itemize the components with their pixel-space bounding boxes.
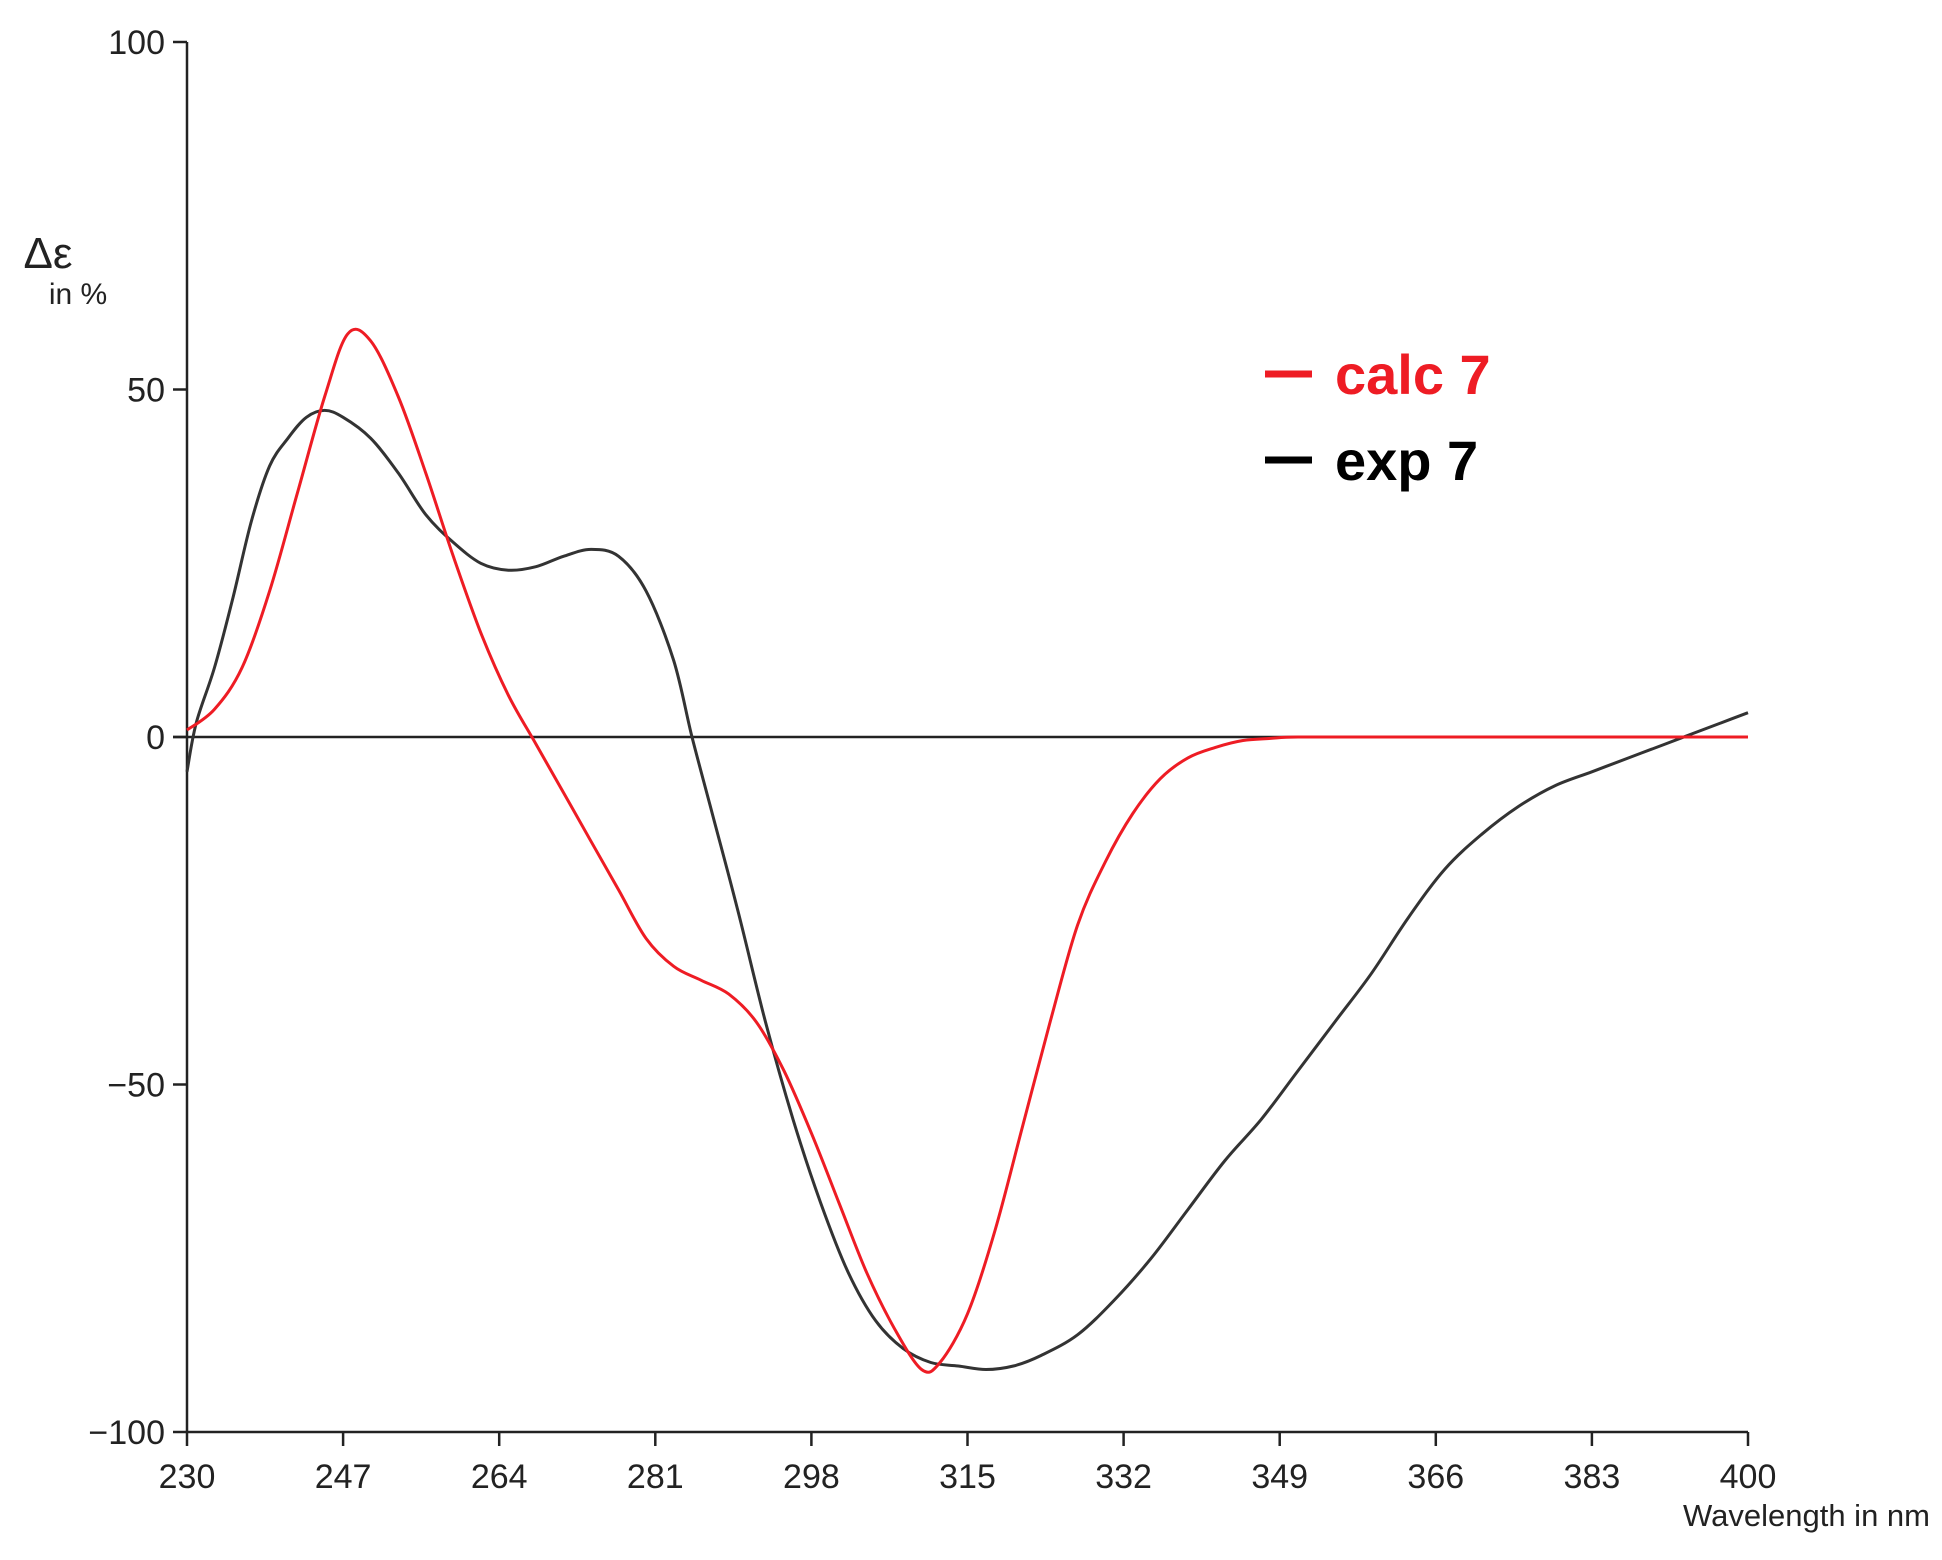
- x-tick-label: 400: [1720, 1458, 1777, 1496]
- x-tick-label: 366: [1407, 1458, 1464, 1496]
- series-group: [185, 327, 1749, 1374]
- y-tick-label: 0: [146, 719, 165, 757]
- x-axis-title: Wavelength in nm: [1683, 1498, 1930, 1533]
- y-tick-label: −100: [88, 1414, 165, 1452]
- x-tick-label: 315: [939, 1458, 996, 1496]
- series-line-calc-7: [186, 327, 1748, 1374]
- legend-label-calc: calc 7: [1335, 343, 1491, 406]
- x-tick-label: 281: [627, 1458, 684, 1496]
- y-tick-label: 50: [127, 372, 165, 410]
- y-tick-label: 100: [108, 24, 165, 62]
- x-tick-label: 247: [315, 1458, 372, 1496]
- y-axis-unit: in %: [49, 278, 107, 311]
- x-tick-label: 264: [471, 1458, 528, 1496]
- legend: calc 7 exp 7: [1265, 343, 1491, 492]
- x-tick-label: 383: [1564, 1458, 1621, 1496]
- y-tick-label: −50: [107, 1067, 165, 1105]
- y-ticks: 100 50 0 −50 −100: [88, 24, 187, 1452]
- x-tick-label: 230: [159, 1458, 216, 1496]
- x-ticks: 230 247 264 281 298 315 332 349 366 383 400: [159, 1432, 1777, 1496]
- x-tick-label: 349: [1251, 1458, 1308, 1496]
- legend-label-exp: exp 7: [1335, 429, 1478, 492]
- x-tick-label: 332: [1095, 1458, 1152, 1496]
- series-line-exp-7: [185, 408, 1749, 1371]
- x-tick-label: 298: [783, 1458, 840, 1496]
- y-axis-title: Δε: [23, 229, 72, 278]
